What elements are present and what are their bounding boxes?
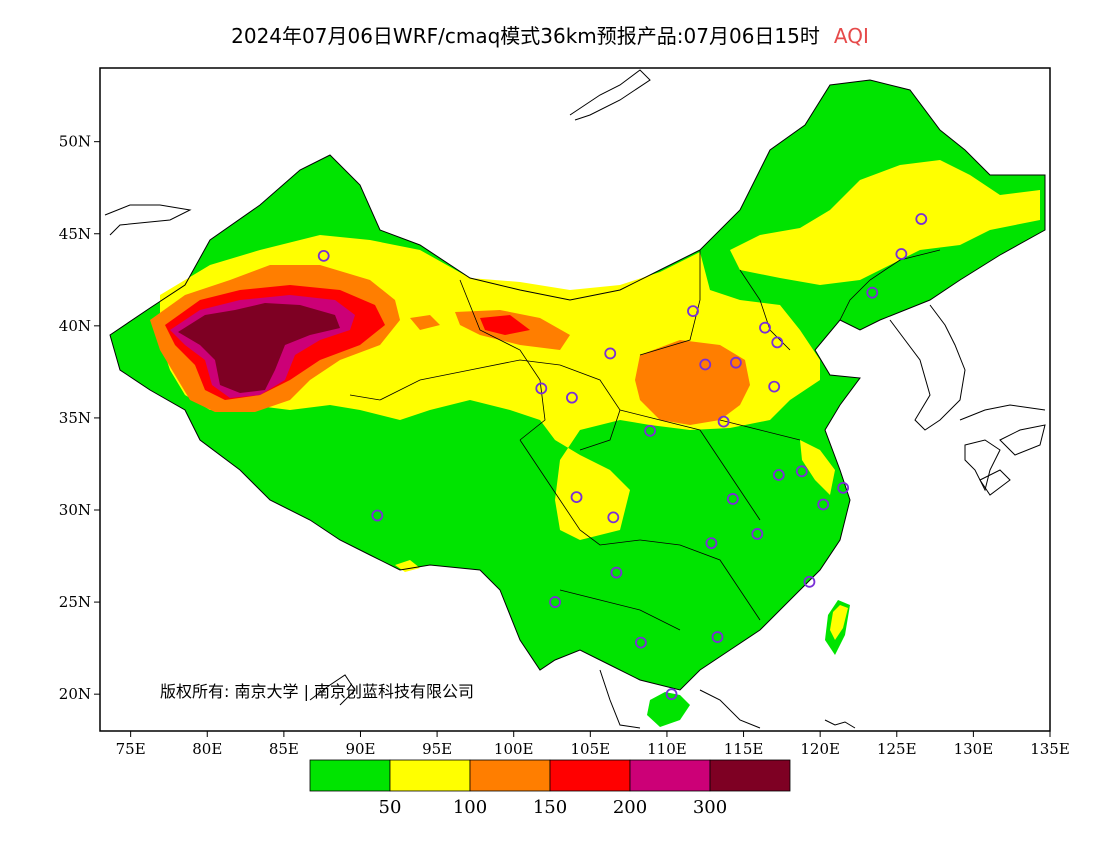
station-marker bbox=[759, 321, 771, 334]
lat-tick-label: 25N bbox=[59, 593, 91, 611]
station-marker bbox=[699, 358, 712, 371]
station-marker bbox=[610, 566, 623, 579]
lon-tick-label: 90E bbox=[345, 740, 375, 758]
station-marker bbox=[915, 213, 928, 225]
legend-swatch bbox=[469, 759, 551, 792]
station-marker bbox=[768, 380, 781, 393]
station-marker bbox=[711, 631, 724, 643]
lat-tick-label: 45N bbox=[59, 225, 91, 243]
station-marker bbox=[371, 509, 384, 522]
legend-label: 150 bbox=[533, 797, 567, 818]
station-marker bbox=[705, 537, 718, 550]
region-usg-small-1 bbox=[410, 315, 440, 330]
lon-tick-label: 125E bbox=[877, 740, 917, 758]
region-usg-north-china bbox=[635, 340, 750, 425]
station-marker bbox=[726, 493, 739, 505]
station-marker bbox=[665, 688, 678, 701]
region-moderate-northeast bbox=[730, 160, 1040, 285]
region-moderate-east bbox=[800, 440, 835, 495]
map-frame bbox=[99, 67, 1051, 732]
region-taiwan-moderate bbox=[830, 605, 848, 640]
legend-label: 200 bbox=[613, 797, 647, 818]
lon-tick-label: 120E bbox=[800, 740, 840, 758]
map-title: 2024年07月06日WRF/cmaq模式36km预报产品:07月06日15时 A… bbox=[0, 20, 1100, 49]
title-variable: AQI bbox=[833, 24, 869, 48]
lon-tick-label: 130E bbox=[954, 740, 994, 758]
lon-tick-label: 105E bbox=[571, 740, 611, 758]
copyright-text: 版权所有: 南京大学 | 南京创蓝科技有限公司 bbox=[160, 682, 474, 701]
lon-tick-label: 110E bbox=[647, 740, 687, 758]
station-marker bbox=[837, 481, 850, 494]
legend-label: 50 bbox=[379, 797, 402, 818]
region-hainan bbox=[647, 692, 690, 727]
region-unhealthy-hexi bbox=[480, 315, 530, 335]
lon-tick-label: 100E bbox=[494, 740, 534, 758]
region-moderate-sw bbox=[395, 560, 420, 572]
lon-tick-label: 135E bbox=[1030, 740, 1070, 758]
neighbor-coastlines bbox=[104, 69, 1046, 729]
legend-swatch bbox=[629, 759, 711, 792]
lon-tick-label: 75E bbox=[116, 740, 146, 758]
station-marker bbox=[729, 356, 742, 369]
legend-swatch bbox=[389, 759, 471, 792]
lat-tick-label: 30N bbox=[59, 501, 91, 519]
longitude-axis: 75E 80E 85E 90E 95E 100E 105E 110E 115E 120E 125E 1… bbox=[116, 731, 1070, 758]
station-markers bbox=[317, 213, 928, 701]
legend-swatch bbox=[709, 759, 791, 792]
station-marker bbox=[717, 415, 730, 428]
station-marker bbox=[604, 347, 617, 360]
station-marker bbox=[817, 498, 830, 511]
station-marker bbox=[566, 391, 578, 404]
station-marker bbox=[644, 424, 656, 437]
legend-swatch bbox=[309, 759, 391, 792]
lat-tick-label: 20N bbox=[59, 685, 91, 703]
station-marker bbox=[771, 336, 784, 349]
lon-tick-label: 85E bbox=[269, 740, 299, 758]
legend-label: 100 bbox=[453, 797, 487, 818]
station-marker bbox=[607, 511, 620, 524]
station-marker bbox=[803, 575, 816, 588]
station-marker bbox=[687, 305, 699, 318]
lat-tick-label: 40N bbox=[59, 317, 91, 335]
station-marker bbox=[895, 248, 908, 260]
station-marker bbox=[772, 469, 785, 481]
lat-tick-label: 35N bbox=[59, 409, 91, 427]
country-outline bbox=[109, 79, 1046, 691]
map-area bbox=[104, 69, 1046, 729]
legend-swatch bbox=[549, 759, 631, 792]
station-marker bbox=[866, 286, 879, 299]
lon-tick-label: 95E bbox=[422, 740, 452, 758]
province-boundaries bbox=[349, 249, 941, 631]
legend-label: 300 bbox=[693, 797, 727, 818]
lon-tick-label: 80E bbox=[192, 740, 222, 758]
station-marker bbox=[317, 249, 330, 262]
station-marker bbox=[535, 382, 548, 395]
region-hazardous bbox=[178, 303, 340, 393]
title-main: 2024年07月06日WRF/cmaq模式36km预报产品:07月06日15时 bbox=[231, 24, 820, 48]
aqi-legend: 50 100 150 200 300 bbox=[309, 759, 791, 818]
station-marker bbox=[634, 636, 647, 649]
station-marker bbox=[795, 465, 808, 478]
latitude-axis: 20N 25N 30N 35N 40N 45N 50N bbox=[59, 133, 100, 703]
station-marker bbox=[751, 528, 764, 540]
station-marker bbox=[549, 596, 561, 608]
station-marker bbox=[570, 491, 583, 504]
lat-tick-label: 50N bbox=[59, 133, 91, 151]
lon-tick-label: 115E bbox=[724, 740, 764, 758]
